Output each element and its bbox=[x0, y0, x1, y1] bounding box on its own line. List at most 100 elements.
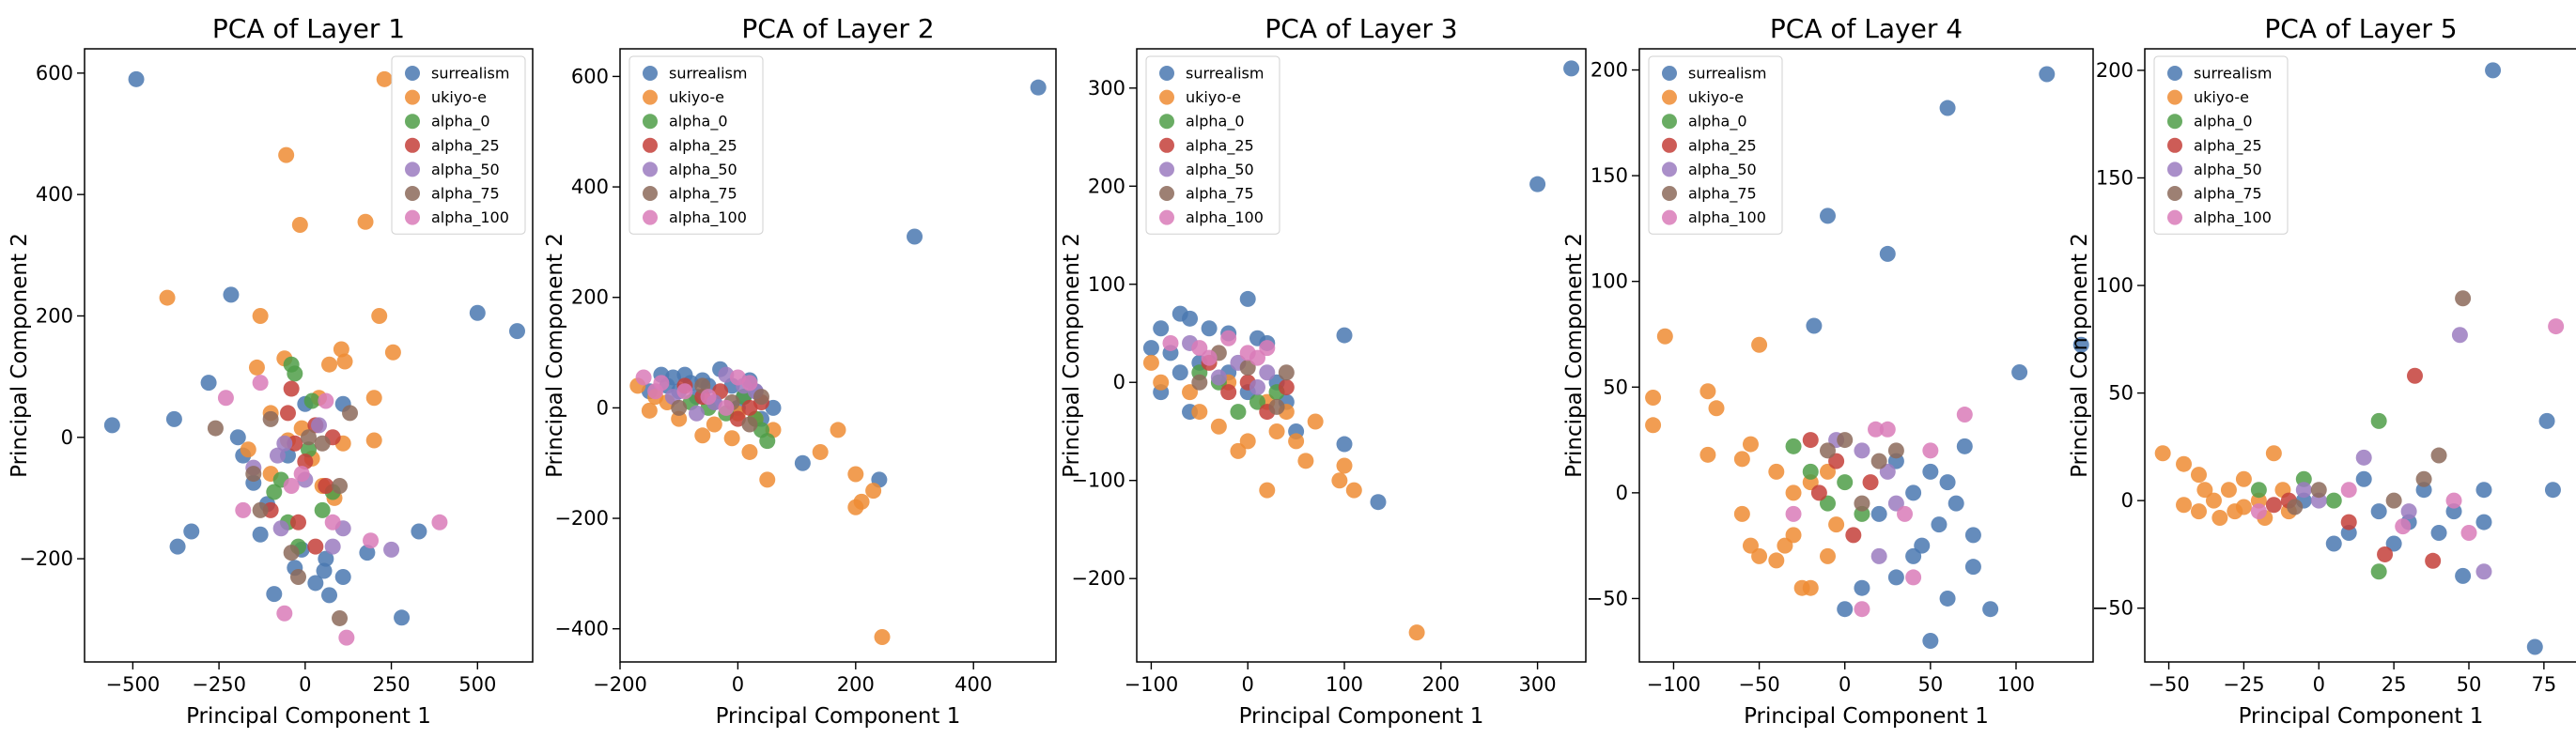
point-ukiyo-e bbox=[1345, 482, 1362, 499]
point-alpha-100 bbox=[2445, 492, 2462, 509]
point-alpha-75 bbox=[741, 416, 758, 433]
y-tick-label: 0 bbox=[2121, 489, 2134, 512]
point-surrealism bbox=[1870, 505, 1887, 522]
point-ukiyo-e bbox=[830, 422, 846, 438]
legend: surrealism ukiyo-e alpha_0 alpha_25 alpha_50… bbox=[1648, 55, 1783, 235]
x-tick-label: 0 bbox=[299, 673, 311, 696]
point-alpha-25 bbox=[1802, 432, 1819, 449]
point-alpha-25 bbox=[2340, 514, 2357, 530]
point-alpha-75 bbox=[753, 389, 769, 406]
point-alpha-25 bbox=[289, 514, 306, 530]
point-alpha-50 bbox=[1879, 463, 1896, 480]
point-alpha-100 bbox=[1259, 340, 1276, 357]
legend-label: alpha_0 bbox=[1186, 113, 1245, 131]
point-surrealism bbox=[1905, 484, 1922, 501]
point-alpha-25 bbox=[2377, 546, 2394, 562]
legend-label: ukiyo-e bbox=[669, 88, 724, 106]
legend-marker bbox=[405, 114, 420, 130]
point-alpha-100 bbox=[1201, 349, 1218, 366]
point-surrealism bbox=[1030, 79, 1047, 96]
legend-marker bbox=[1662, 209, 1677, 225]
point-ukiyo-e bbox=[1699, 383, 1716, 400]
axes-frame bbox=[84, 48, 534, 663]
point-ukiyo-e bbox=[1210, 418, 1227, 435]
point-alpha-0 bbox=[2250, 482, 2267, 499]
point-ukiyo-e bbox=[376, 70, 393, 87]
point-surrealism bbox=[1914, 537, 1931, 554]
legend-marker bbox=[2167, 209, 2182, 225]
point-ukiyo-e bbox=[336, 353, 353, 370]
y-tick-label: 0 bbox=[61, 426, 73, 449]
point-alpha-75 bbox=[252, 501, 269, 518]
point-surrealism bbox=[223, 286, 240, 303]
legend-marker bbox=[2167, 186, 2182, 201]
point-ukiyo-e bbox=[1142, 354, 1159, 371]
legend-label: alpha_0 bbox=[431, 113, 490, 131]
point-alpha-75 bbox=[2415, 470, 2432, 487]
point-surrealism bbox=[1239, 290, 1256, 307]
point-alpha-100 bbox=[1191, 340, 1208, 357]
point-surrealism bbox=[1939, 100, 1956, 116]
point-surrealism bbox=[1182, 310, 1199, 327]
point-surrealism bbox=[1201, 320, 1218, 337]
legend-label: alpha_50 bbox=[2194, 161, 2262, 179]
y-tick-label: 50 bbox=[1603, 376, 1628, 398]
point-alpha-50 bbox=[2355, 449, 2372, 466]
chart-title: PCA of Layer 3 bbox=[1265, 13, 1457, 44]
x-tick-label: 300 bbox=[1519, 673, 1557, 696]
point-ukiyo-e bbox=[357, 213, 374, 230]
legend-marker bbox=[405, 66, 420, 81]
y-tick-label: 0 bbox=[1616, 482, 1628, 504]
point-alpha-100 bbox=[217, 390, 234, 407]
scatter-points bbox=[103, 70, 525, 646]
point-alpha-25 bbox=[318, 478, 334, 495]
x-tick-label: 50 bbox=[2457, 673, 2482, 696]
point-ukiyo-e bbox=[252, 307, 269, 324]
point-alpha-100 bbox=[1249, 349, 1265, 366]
point-surrealism bbox=[266, 586, 283, 603]
legend-marker bbox=[643, 161, 658, 177]
point-alpha-100 bbox=[1905, 569, 1922, 586]
point-alpha-100 bbox=[2340, 482, 2357, 499]
legend-marker bbox=[2167, 161, 2182, 177]
legend-box bbox=[2153, 55, 2289, 235]
legend-marker bbox=[2167, 137, 2182, 153]
point-ukiyo-e bbox=[1645, 390, 1662, 407]
point-alpha-100 bbox=[676, 383, 693, 400]
point-ukiyo-e bbox=[2191, 467, 2207, 484]
y-tick-label: 200 bbox=[1088, 175, 1125, 197]
point-alpha-100 bbox=[1956, 407, 1973, 423]
scatter-points bbox=[1645, 66, 2089, 649]
point-surrealism bbox=[1819, 208, 1836, 224]
point-ukiyo-e bbox=[1336, 457, 1353, 474]
point-surrealism bbox=[1370, 494, 1387, 511]
axes-frame bbox=[1638, 48, 2094, 663]
y-tick-label: 600 bbox=[36, 62, 73, 85]
x-tick-label: 200 bbox=[1422, 673, 1460, 696]
y-axis-label: Principal Component 2 bbox=[1060, 233, 1084, 478]
point-surrealism bbox=[1948, 495, 1964, 512]
point-ukiyo-e bbox=[1408, 624, 1425, 641]
x-axis-label: Principal Component 1 bbox=[186, 704, 431, 729]
point-alpha-0 bbox=[303, 392, 320, 409]
point-ukiyo-e bbox=[365, 390, 382, 407]
point-surrealism bbox=[2526, 638, 2543, 655]
point-surrealism bbox=[2325, 535, 2342, 552]
point-alpha-50 bbox=[272, 520, 289, 537]
point-surrealism bbox=[1964, 559, 1981, 576]
point-alpha-25 bbox=[1220, 384, 1237, 401]
point-ukiyo-e bbox=[278, 146, 295, 163]
legend-label: alpha_25 bbox=[431, 136, 500, 155]
legend-label: alpha_75 bbox=[431, 185, 500, 204]
point-ukiyo-e bbox=[1768, 463, 1785, 480]
point-ukiyo-e bbox=[333, 341, 349, 358]
legend-marker bbox=[643, 114, 658, 130]
legend-marker bbox=[1159, 137, 1174, 153]
point-alpha-75 bbox=[1870, 453, 1887, 469]
point-surrealism bbox=[1905, 547, 1922, 564]
point-alpha-75 bbox=[314, 435, 331, 452]
point-surrealism bbox=[1982, 601, 1999, 618]
point-alpha-100 bbox=[741, 375, 758, 392]
point-ukiyo-e bbox=[1708, 400, 1725, 417]
point-surrealism bbox=[334, 568, 351, 585]
